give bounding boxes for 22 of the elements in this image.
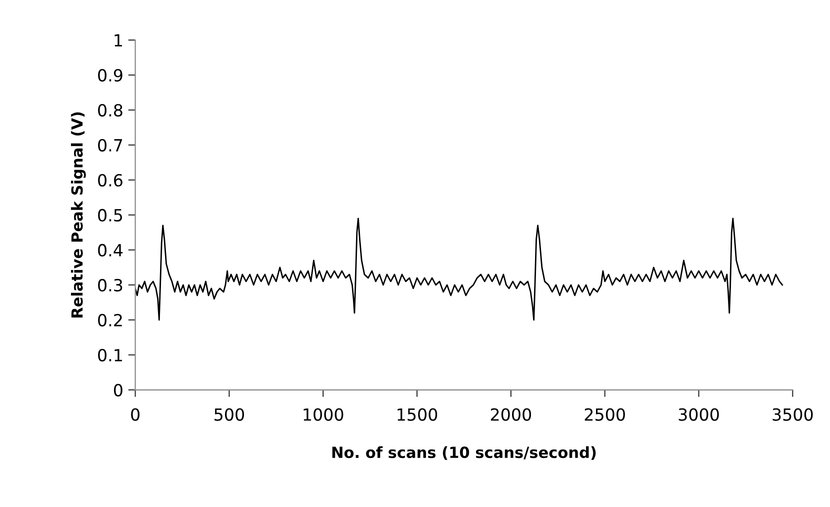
x-tick-label: 500 [214, 408, 244, 421]
y-tick-label: 0.8 [98, 104, 122, 117]
x-tick-label: 2500 [584, 408, 625, 421]
y-axis-title: Relative Peak Signal (V) [70, 112, 86, 318]
y-tick-label: 0.1 [98, 348, 122, 362]
x-tick-label: 1500 [398, 408, 438, 421]
y-tick-label: 0.5 [98, 208, 122, 222]
y-tick-label: 0.2 [98, 314, 122, 326]
x-tick-label: 3500 [772, 408, 813, 421]
x-tick-label: 2000 [490, 408, 532, 421]
x-tick-label: 1000 [304, 408, 344, 421]
y-tick-label: 0.6 [98, 174, 122, 187]
y-tick-label: 1 [114, 34, 122, 46]
y-tick-label: 0.9 [98, 69, 122, 82]
x-axis-title: No. of scans (10 scans/second) [332, 446, 596, 460]
x-tick-label: 0 [131, 408, 140, 421]
y-tick-label: 0.3 [98, 278, 122, 292]
y-tick-label: 0 [114, 384, 122, 396]
line-series [135, 218, 784, 321]
y-tick-label: 0.4 [98, 244, 123, 257]
y-tick-label: 0.7 [98, 138, 122, 152]
x-tick-label: 3000 [678, 408, 719, 421]
